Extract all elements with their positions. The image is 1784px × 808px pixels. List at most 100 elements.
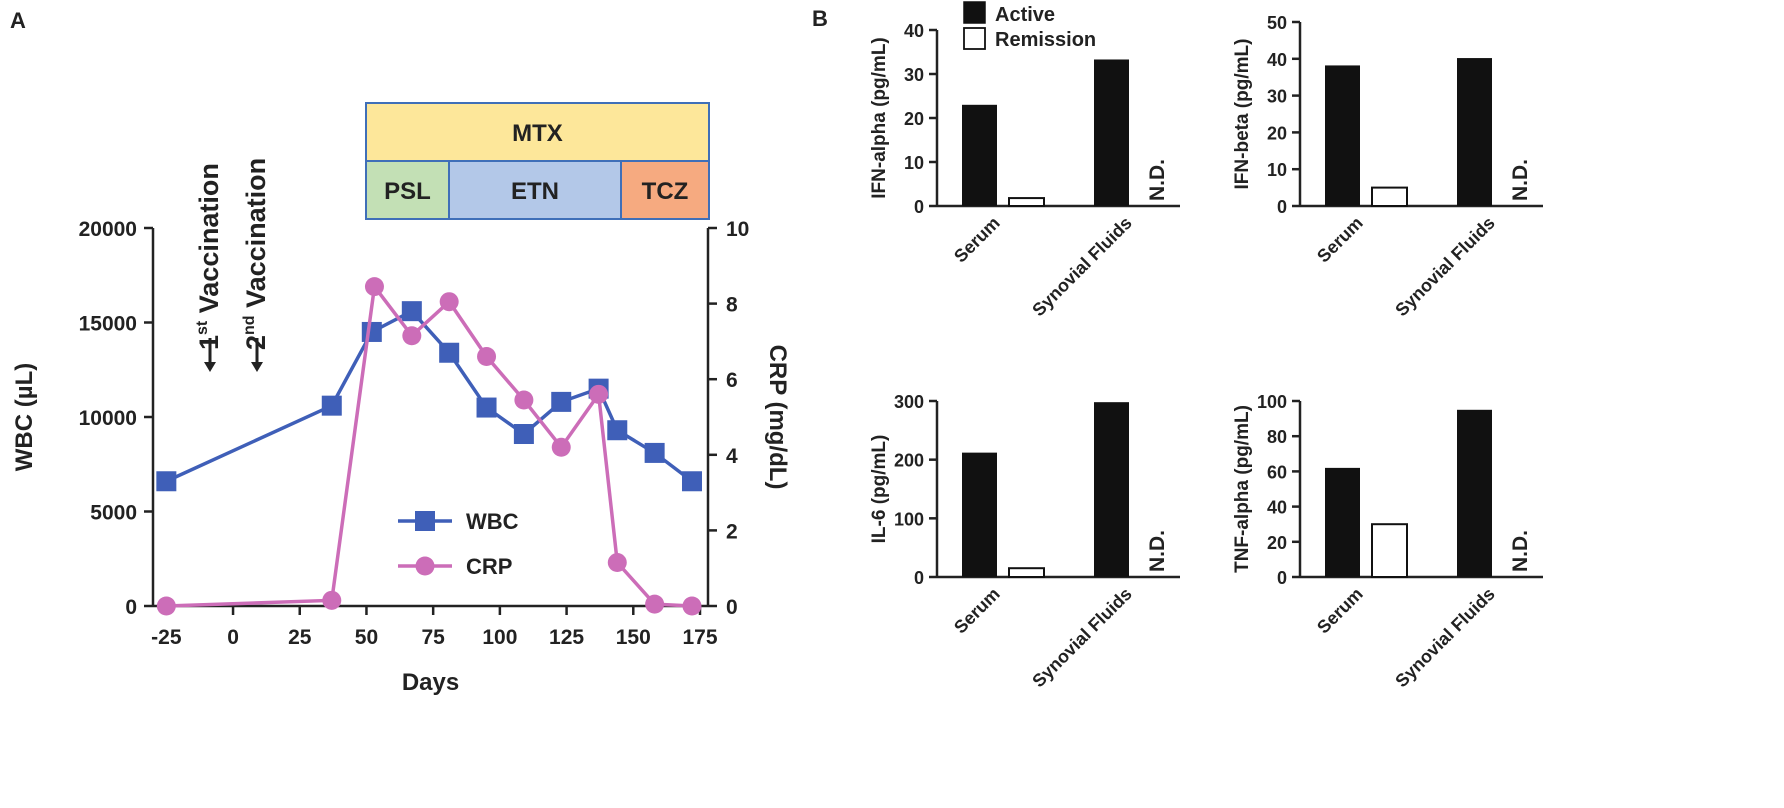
category-label: Synovial Fluids (1391, 213, 1499, 321)
subplot-y-tick-label: 0 (1277, 568, 1287, 588)
subplot-y-tick-label: 40 (904, 21, 924, 41)
category-label: Synovial Fluids (1028, 584, 1136, 692)
x-tick-label: 75 (421, 626, 445, 649)
wbc-point (513, 424, 534, 445)
crp-point (364, 277, 384, 297)
mtx-box (365, 102, 710, 162)
vaccination-arrowhead (204, 362, 216, 372)
subplot-y-tick-label: 60 (1267, 462, 1287, 482)
vaccination-label: 2nd Vaccination (241, 158, 271, 350)
vaccination-arrowhead (251, 362, 263, 372)
panel-a-label: A (10, 8, 26, 33)
vaccination-annotation: 1st Vaccination (194, 163, 224, 350)
legend-label-active: Active (995, 4, 1055, 26)
subplot-y-tick-label: 0 (914, 197, 924, 217)
crp-point (402, 326, 422, 346)
crp-point (156, 596, 176, 616)
nd-label: N.D. (1146, 530, 1169, 572)
legend-label-crp: CRP (466, 554, 512, 579)
x-tick-label: 0 (227, 626, 239, 649)
subplot-y-axis-title: IFN-beta (pg/mL) (1232, 39, 1253, 190)
bar-synovial-active (1094, 402, 1129, 577)
bar-synovial-active (1457, 409, 1492, 577)
bar-synovial-active (1094, 59, 1129, 207)
mtx-label: MTX (512, 120, 563, 147)
wbc-point (551, 391, 572, 412)
treatment-label-psl: PSL (384, 178, 431, 205)
category-label: Serum (1313, 584, 1367, 638)
category-label: Synovial Fluids (1028, 213, 1136, 321)
y-tick-label-left: 10000 (79, 407, 137, 430)
bar-serum-remission (1371, 186, 1408, 208)
y-tick-label-right: 0 (726, 596, 738, 619)
wbc-point (401, 301, 422, 322)
crp-point (645, 594, 665, 614)
y-tick-label-left: 0 (125, 596, 137, 619)
bar-serum-active (962, 104, 997, 206)
treatment-box-tcz (620, 160, 710, 220)
subplot-y-axis-title: TNF-alpha (pg/mL) (1232, 405, 1253, 573)
subplot-y-tick-label: 10 (904, 153, 924, 173)
subplot-2: 0 10 20 30 40 50 IFN-beta (pg/mL) N.D. Serum Syno… (1232, 13, 1543, 320)
bar-synovial-active (1457, 58, 1492, 207)
treatment-box-etn (448, 160, 622, 220)
wbc-point (644, 442, 665, 463)
subplot-y-tick-label: 100 (894, 509, 924, 529)
legend-label-wbc: WBC (466, 509, 519, 534)
subplot-y-axis-title: IFN-alpha (pg/mL) (869, 37, 890, 198)
bar-serum-remission (1371, 523, 1408, 579)
x-tick-label: 100 (482, 626, 517, 649)
y-tick-label-right: 6 (726, 369, 738, 392)
x-tick-label: 175 (682, 626, 717, 649)
subplot-y-tick-label: 30 (904, 65, 924, 85)
crp-point (514, 390, 534, 410)
nd-label: N.D. (1146, 159, 1169, 201)
bar-serum-active (1325, 467, 1360, 577)
x-tick-label: 150 (616, 626, 651, 649)
treatment-label-etn: ETN (511, 178, 559, 205)
bar-serum-remission (1008, 567, 1045, 579)
legend-swatch-active (963, 1, 986, 24)
crp-point (477, 347, 497, 367)
treatment-box-psl (365, 160, 450, 220)
bar-serum-remission (1008, 197, 1045, 208)
subplot-y-tick-label: 100 (1257, 392, 1287, 412)
x-tick-label: 25 (288, 626, 312, 649)
crp-point (551, 437, 571, 457)
subplot-y-tick-label: 20 (1267, 533, 1287, 553)
crp-point (439, 292, 459, 312)
x-tick-label: 125 (549, 626, 584, 649)
vaccination-annotation: 2nd Vaccination (241, 158, 271, 350)
category-label: Serum (950, 584, 1004, 638)
subplot-y-tick-label: 0 (1277, 197, 1287, 217)
y-tick-label-right: 10 (726, 218, 749, 241)
treatment-label-tcz: TCZ (642, 178, 689, 205)
y-axis-title-right: CRP (mg/dL) (764, 345, 791, 490)
nd-label: N.D. (1509, 159, 1532, 201)
y-tick-label-left: 15000 (79, 313, 137, 336)
subplot-y-tick-label: 300 (894, 392, 924, 412)
category-label: Serum (1313, 213, 1367, 267)
y-axis-title-left: WBC (µL) (11, 363, 38, 471)
crp-point (589, 384, 609, 404)
subplot-y-tick-label: 0 (914, 568, 924, 588)
x-tick-label: 50 (355, 626, 378, 649)
wbc-point (681, 471, 702, 492)
subplot-y-tick-label: 20 (904, 109, 924, 129)
legend-marker-crp (415, 556, 435, 576)
legend-swatch-remission (963, 27, 986, 50)
bar-serum-active (962, 452, 997, 577)
crp-point (607, 553, 627, 573)
wbc-point (156, 471, 177, 492)
y-tick-label-right: 4 (726, 445, 738, 468)
subplot-y-tick-label: 40 (1267, 498, 1287, 518)
subplot-y-tick-label: 50 (1267, 13, 1287, 33)
crp-point (682, 596, 702, 616)
subplot-y-axis-title: IL-6 (pg/mL) (869, 435, 890, 544)
wbc-point (439, 342, 460, 363)
crp-point (322, 590, 342, 610)
x-tick-label: -25 (151, 626, 182, 649)
category-label: Synovial Fluids (1391, 584, 1499, 692)
y-tick-label-left: 5000 (90, 502, 137, 525)
